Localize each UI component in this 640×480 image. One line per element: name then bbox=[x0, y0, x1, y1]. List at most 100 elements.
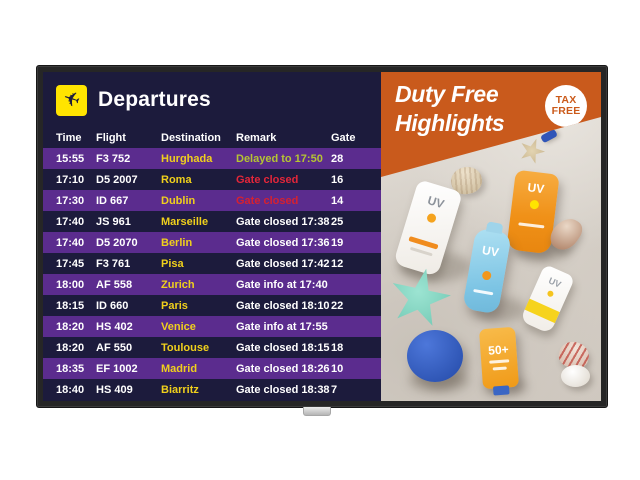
gate-cell: 25 bbox=[331, 215, 344, 228]
sun-icon bbox=[545, 289, 554, 298]
remark-cell: Gate closed bbox=[236, 194, 299, 207]
time-cell: 18:15 bbox=[56, 299, 85, 312]
col-header-remark: Remark bbox=[236, 132, 277, 144]
col-header-destination: Destination bbox=[161, 132, 221, 144]
flight-cell: F3 752 bbox=[96, 152, 131, 165]
time-cell: 18:40 bbox=[56, 383, 85, 396]
remark-cell: Gate closed 18:10 bbox=[236, 299, 330, 312]
gate-cell: 12 bbox=[331, 257, 344, 270]
destination-cell: Berlin bbox=[161, 236, 193, 249]
table-row: 18:40 HS 409 Biarritz Gate closed 18:38 … bbox=[43, 379, 381, 400]
stick-cap bbox=[492, 385, 510, 396]
gate-cell: 18 bbox=[331, 341, 344, 354]
time-cell: 18:00 bbox=[56, 278, 85, 291]
table-column-headers: Time Flight Destination Remark Gate bbox=[43, 128, 381, 148]
remark-cell: Gate info at 17:55 bbox=[236, 320, 328, 333]
remark-cell: Gate closed 18:15 bbox=[236, 341, 330, 354]
blue-compact-case bbox=[407, 330, 463, 382]
tax-free-badge: TAX FREE bbox=[545, 85, 587, 127]
gate-cell: 28 bbox=[331, 152, 344, 165]
flight-cell: AF 550 bbox=[96, 341, 133, 354]
table-rows: 15:55 F3 752 Hurghada Delayed to 17:50 2… bbox=[43, 148, 381, 400]
table-row: 17:40 JS 961 Marseille Gate closed 17:38… bbox=[43, 211, 381, 232]
flight-cell: HS 409 bbox=[96, 383, 133, 396]
remark-cell: Gate closed 17:42 bbox=[236, 257, 330, 270]
table-row: 18:15 ID 660 Paris Gate closed 18:10 22 bbox=[43, 295, 381, 316]
flight-cell: ID 660 bbox=[96, 299, 129, 312]
ad-title-line1: Duty Free bbox=[395, 81, 499, 107]
ad-title-line2: Highlights bbox=[395, 110, 505, 136]
table-row: 17:40 D5 2070 Berlin Gate closed 17:36 1… bbox=[43, 232, 381, 253]
uv-label: UV bbox=[425, 193, 446, 212]
time-cell: 18:20 bbox=[56, 341, 85, 354]
uv-label: UV bbox=[526, 180, 546, 197]
time-cell: 17:40 bbox=[56, 215, 85, 228]
destination-cell: Paris bbox=[161, 299, 188, 312]
flight-cell: HS 402 bbox=[96, 320, 133, 333]
time-cell: 18:35 bbox=[56, 362, 85, 375]
table-row: 18:35 EF 1002 Madrid Gate closed 18:26 1… bbox=[43, 358, 381, 379]
destination-cell: Madrid bbox=[161, 362, 198, 375]
uv-label: UV bbox=[547, 275, 563, 290]
sun-icon bbox=[481, 270, 492, 281]
display-stand-tab bbox=[303, 407, 331, 416]
destination-cell: Marseille bbox=[161, 215, 209, 228]
page-title: Departures bbox=[98, 88, 211, 111]
table-row: 17:10 D5 2007 Roma Gate closed 16 bbox=[43, 169, 381, 190]
remark-cell: Gate closed bbox=[236, 173, 299, 186]
time-cell: 15:55 bbox=[56, 152, 85, 165]
destination-cell: Hurghada bbox=[161, 152, 213, 165]
time-cell: 18:20 bbox=[56, 320, 85, 333]
gate-cell: 10 bbox=[331, 362, 344, 375]
remark-cell: Gate closed 17:36 bbox=[236, 236, 330, 249]
table-row: 17:45 F3 761 Pisa Gate closed 17:42 12 bbox=[43, 253, 381, 274]
table-row: 17:30 ID 667 Dublin Gate closed 14 bbox=[43, 190, 381, 211]
flight-cell: AF 558 bbox=[96, 278, 133, 291]
time-cell: 17:40 bbox=[56, 236, 85, 249]
destination-cell: Dublin bbox=[161, 194, 196, 207]
table-row: 18:00 AF 558 Zurich Gate info at 17:40 bbox=[43, 274, 381, 295]
time-cell: 17:10 bbox=[56, 173, 85, 186]
flight-cell: F3 761 bbox=[96, 257, 131, 270]
remark-cell: Delayed to 17:50 bbox=[236, 152, 323, 165]
col-header-flight: Flight bbox=[96, 132, 126, 144]
table-row: 15:55 F3 752 Hurghada Delayed to 17:50 2… bbox=[43, 148, 381, 169]
destination-cell: Roma bbox=[161, 173, 192, 186]
gate-cell: 22 bbox=[331, 299, 344, 312]
white-shell bbox=[561, 365, 590, 387]
remark-cell: Gate closed 17:38 bbox=[236, 215, 330, 228]
gate-cell: 16 bbox=[331, 173, 344, 186]
flight-cell: D5 2007 bbox=[96, 173, 138, 186]
departures-board: ✈ Departures Time Flight Destination Rem… bbox=[43, 72, 381, 401]
departures-plane-icon: ✈ bbox=[56, 84, 87, 116]
col-header-gate: Gate bbox=[331, 132, 356, 144]
sun-icon bbox=[528, 199, 539, 210]
time-cell: 17:30 bbox=[56, 194, 85, 207]
destination-cell: Toulouse bbox=[161, 341, 210, 354]
remark-cell: Gate closed 18:26 bbox=[236, 362, 330, 375]
col-header-time: Time bbox=[56, 132, 82, 144]
destination-cell: Biarritz bbox=[161, 383, 199, 396]
time-cell: 17:45 bbox=[56, 257, 85, 270]
flight-cell: ID 667 bbox=[96, 194, 129, 207]
flight-cell: D5 2070 bbox=[96, 236, 138, 249]
flight-cell: JS 961 bbox=[96, 215, 131, 228]
gate-cell: 19 bbox=[331, 236, 344, 249]
duty-free-ad-panel: UV UV UV UV bbox=[381, 72, 601, 401]
gate-cell: 14 bbox=[331, 194, 344, 207]
sun-icon bbox=[425, 212, 437, 224]
signage-screen: ✈ Departures Time Flight Destination Rem… bbox=[43, 72, 601, 401]
small-white-tube: UV bbox=[519, 263, 576, 335]
departures-header: ✈ Departures bbox=[43, 72, 381, 128]
destination-cell: Zurich bbox=[161, 278, 195, 291]
spf-label: 50+ bbox=[487, 342, 510, 358]
destination-cell: Venice bbox=[161, 320, 196, 333]
gate-cell: 7 bbox=[331, 383, 338, 396]
signage-display-frame: ✈ Departures Time Flight Destination Rem… bbox=[36, 65, 608, 408]
table-row: 18:20 AF 550 Toulouse Gate closed 18:15 … bbox=[43, 337, 381, 358]
ad-title: Duty Free Highlights bbox=[395, 80, 505, 138]
destination-cell: Pisa bbox=[161, 257, 184, 270]
flight-cell: EF 1002 bbox=[96, 362, 138, 375]
table-row: 18:20 HS 402 Venice Gate info at 17:55 bbox=[43, 316, 381, 337]
uv-label: UV bbox=[481, 242, 500, 260]
